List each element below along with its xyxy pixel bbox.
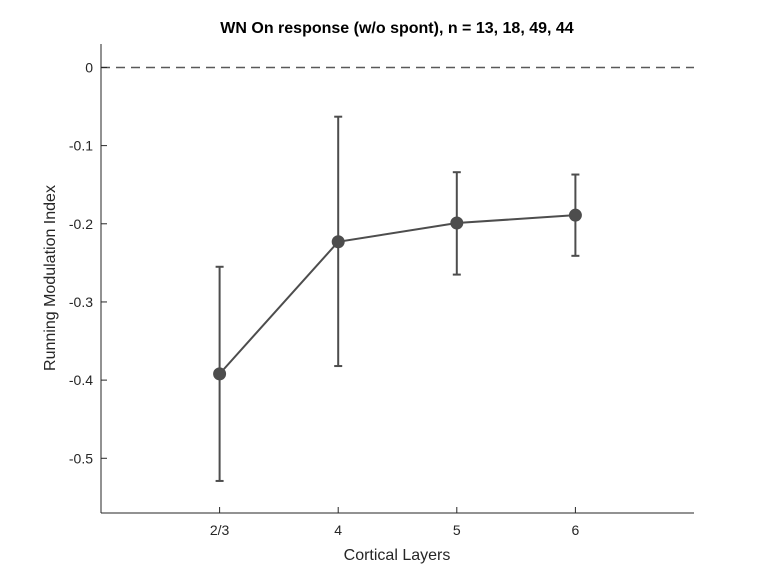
y-tick-label: -0.1 [69,138,93,154]
y-tick-label: -0.3 [69,294,93,310]
y-tick-label: -0.4 [69,372,93,388]
data-point [331,235,345,249]
x-tick-label: 2/3 [210,522,230,538]
y-axis-label: Running Modulation Index [42,185,59,371]
x-axis-label: Cortical Layers [344,547,451,564]
series-line [218,214,576,375]
data-point [450,216,464,230]
y-tick-label: -0.5 [69,450,93,466]
x-tick-label: 4 [334,522,342,538]
x-tick-label: 6 [572,522,580,538]
plot-area: 0 -0.1 -0.2 -0.3 -0.4 -0.5 2/3 4 5 6 [69,44,694,538]
chart-title: WN On response (w/o spont), n = 13, 18, … [220,20,574,37]
data-point [213,367,227,381]
x-tick-label: 5 [453,522,461,538]
data-point [568,208,582,222]
y-tick-label: 0 [85,59,93,75]
y-tick-label: -0.2 [69,216,93,232]
